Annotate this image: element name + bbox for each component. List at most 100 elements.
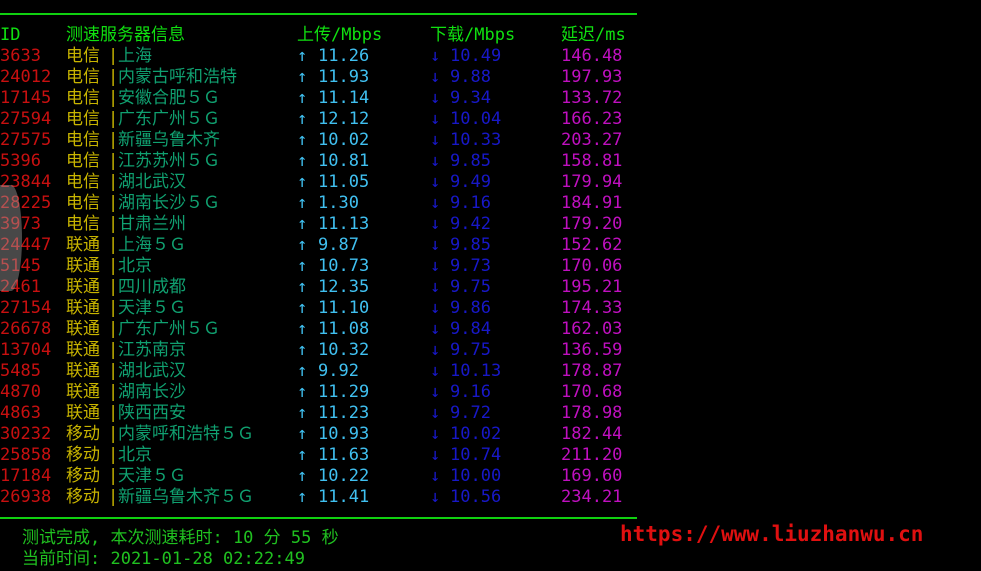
- row-upload: 11.41: [318, 487, 370, 507]
- row-upload: 10.81: [318, 151, 370, 171]
- up-arrow-icon: ↑: [297, 151, 308, 171]
- header-server: 测速服务器信息: [66, 25, 185, 45]
- down-arrow-icon: ↓: [430, 361, 441, 381]
- row-carrier: 电信: [66, 214, 100, 234]
- down-arrow-icon: ↓: [430, 67, 441, 87]
- row-download: 9.85: [450, 235, 491, 255]
- row-id: 13704: [0, 340, 52, 360]
- row-latency: 162.03: [561, 319, 623, 339]
- row-id: 17184: [0, 466, 52, 486]
- separator-icon: |: [108, 361, 119, 381]
- bottom-divider: [0, 517, 637, 519]
- separator-icon: |: [108, 298, 119, 318]
- row-id: 25858: [0, 445, 52, 465]
- row-upload: 10.32: [318, 340, 370, 360]
- top-divider: [0, 13, 637, 15]
- row-id: 24012: [0, 67, 52, 87]
- row-latency: 203.27: [561, 130, 623, 150]
- down-arrow-icon: ↓: [430, 193, 441, 213]
- up-arrow-icon: ↑: [297, 67, 308, 87]
- row-upload: 9.87: [318, 235, 359, 255]
- up-arrow-icon: ↑: [297, 445, 308, 465]
- up-arrow-icon: ↑: [297, 361, 308, 381]
- row-location: 湖南长沙５Ｇ: [118, 193, 220, 213]
- up-arrow-icon: ↑: [297, 214, 308, 234]
- row-location: 内蒙古呼和浩特: [118, 67, 237, 87]
- down-arrow-icon: ↓: [430, 88, 441, 108]
- row-carrier: 联通: [66, 340, 100, 360]
- separator-icon: |: [108, 151, 119, 171]
- up-arrow-icon: ↑: [297, 277, 308, 297]
- row-download: 9.75: [450, 340, 491, 360]
- down-arrow-icon: ↓: [430, 298, 441, 318]
- up-arrow-icon: ↑: [297, 88, 308, 108]
- header-id: ID: [0, 25, 21, 45]
- row-latency: 136.59: [561, 340, 623, 360]
- row-carrier: 联通: [66, 382, 100, 402]
- row-download: 9.85: [450, 151, 491, 171]
- row-latency: 166.23: [561, 109, 623, 129]
- separator-icon: |: [108, 109, 119, 129]
- row-location: 上海５Ｇ: [118, 235, 186, 255]
- row-upload: 10.73: [318, 256, 370, 276]
- up-arrow-icon: ↑: [297, 466, 308, 486]
- down-arrow-icon: ↓: [430, 277, 441, 297]
- row-upload: 11.93: [318, 67, 370, 87]
- row-latency: 170.06: [561, 256, 623, 276]
- separator-icon: |: [108, 193, 119, 213]
- row-id: 3973: [0, 214, 41, 234]
- row-upload: 11.13: [318, 214, 370, 234]
- row-download: 9.84: [450, 319, 491, 339]
- down-arrow-icon: ↓: [430, 340, 441, 360]
- row-carrier: 移动: [66, 487, 100, 507]
- up-arrow-icon: ↑: [297, 256, 308, 276]
- down-arrow-icon: ↓: [430, 403, 441, 423]
- row-location: 北京: [118, 256, 152, 276]
- down-arrow-icon: ↓: [430, 172, 441, 192]
- down-arrow-icon: ↓: [430, 424, 441, 444]
- up-arrow-icon: ↑: [297, 403, 308, 423]
- down-arrow-icon: ↓: [430, 382, 441, 402]
- row-latency: 174.33: [561, 298, 623, 318]
- row-download: 10.00: [450, 466, 502, 486]
- row-upload: 10.02: [318, 130, 370, 150]
- row-download: 10.02: [450, 424, 502, 444]
- row-location: 内蒙呼和浩特５Ｇ: [118, 424, 254, 444]
- row-carrier: 电信: [66, 130, 100, 150]
- row-latency: 234.21: [561, 487, 623, 507]
- row-upload: 11.23: [318, 403, 370, 423]
- row-id: 4863: [0, 403, 41, 423]
- row-carrier: 联通: [66, 256, 100, 276]
- row-location: 广东广州５Ｇ: [118, 319, 220, 339]
- row-id: 26938: [0, 487, 52, 507]
- row-latency: 169.60: [561, 466, 623, 486]
- row-download: 9.72: [450, 403, 491, 423]
- row-carrier: 电信: [66, 46, 100, 66]
- separator-icon: |: [108, 46, 119, 66]
- row-location: 湖北武汉: [118, 172, 186, 192]
- up-arrow-icon: ↑: [297, 109, 308, 129]
- row-upload: 1.30: [318, 193, 359, 213]
- row-latency: 179.20: [561, 214, 623, 234]
- row-upload: 11.26: [318, 46, 370, 66]
- row-carrier: 电信: [66, 67, 100, 87]
- row-carrier: 联通: [66, 403, 100, 423]
- row-carrier: 电信: [66, 172, 100, 192]
- separator-icon: |: [108, 67, 119, 87]
- up-arrow-icon: ↑: [297, 298, 308, 318]
- row-location: 甘肃兰州: [118, 214, 186, 234]
- separator-icon: |: [108, 214, 119, 234]
- row-location: 江苏苏州５Ｇ: [118, 151, 220, 171]
- row-id: 2461: [0, 277, 41, 297]
- row-carrier: 联通: [66, 277, 100, 297]
- header-download: 下载/Mbps: [430, 25, 516, 45]
- row-upload: 11.08: [318, 319, 370, 339]
- down-arrow-icon: ↓: [430, 46, 441, 66]
- row-location: 湖北武汉: [118, 361, 186, 381]
- separator-icon: |: [108, 319, 119, 339]
- row-carrier: 联通: [66, 319, 100, 339]
- row-location: 上海: [118, 46, 152, 66]
- separator-icon: |: [108, 445, 119, 465]
- up-arrow-icon: ↑: [297, 487, 308, 507]
- watermark: https://www.liuzhanwu.cn: [620, 522, 924, 546]
